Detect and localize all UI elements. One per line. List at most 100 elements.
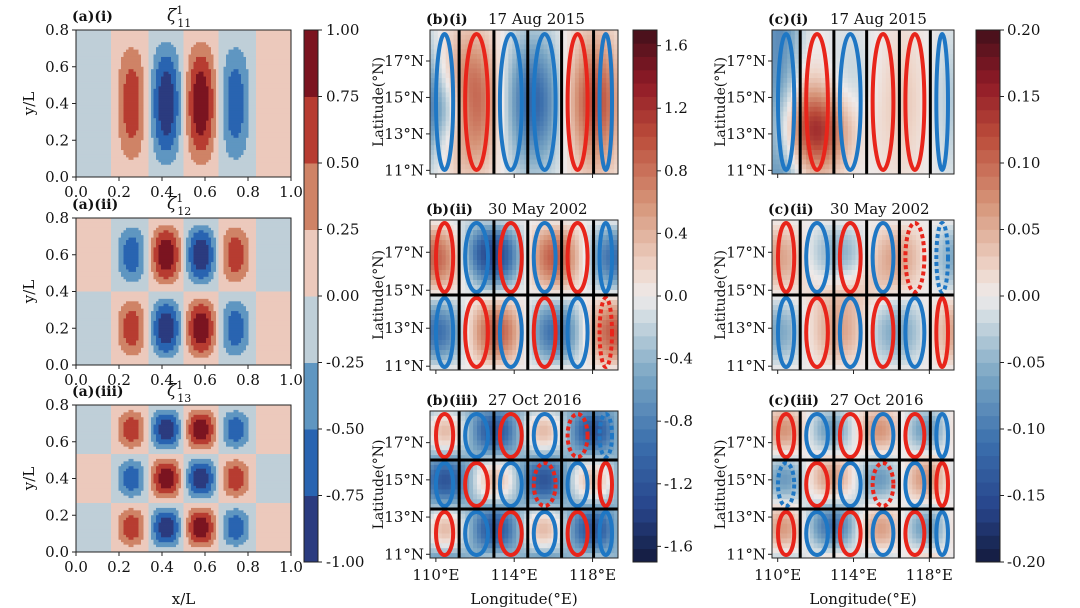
contour-cell (208, 49, 212, 53)
contour-cell (163, 135, 167, 139)
contour-cell (153, 79, 157, 82)
contour-cell (226, 172, 229, 175)
contour-cell (256, 135, 259, 139)
contour-cell (106, 54, 109, 58)
contour-cell (176, 49, 179, 53)
contour-cell (116, 83, 119, 87)
contour-cell (188, 39, 192, 43)
contour-cell (208, 159, 212, 163)
contour-cell (143, 162, 147, 166)
contour-cell (216, 98, 219, 102)
contour-cell (101, 81, 104, 85)
contour-cell (131, 83, 134, 87)
contour-cell (93, 96, 97, 99)
contour-cell (153, 142, 157, 146)
contour-cell (193, 88, 197, 92)
contour-cell (268, 44, 272, 48)
contour-cell (241, 154, 244, 158)
contour-cell (86, 137, 89, 141)
contour-cell (156, 110, 159, 114)
contour-cell (81, 93, 84, 97)
contour-cell (103, 162, 107, 166)
contour-cell (131, 105, 134, 109)
contour-cell (76, 118, 79, 122)
contour-cell (193, 137, 197, 141)
contour-cell (183, 154, 187, 158)
contour-cell (131, 115, 134, 119)
contour-cell (153, 123, 157, 126)
contour-cell (83, 162, 87, 166)
contour-cell (126, 120, 129, 124)
contour-cell (216, 44, 219, 48)
contour-cell (261, 66, 264, 70)
contour-cell (101, 140, 104, 144)
contour-cell (188, 135, 192, 139)
contour-cell (198, 81, 202, 85)
contour-cell (273, 71, 277, 75)
contour-cell (193, 66, 197, 70)
contour-cell (201, 157, 204, 161)
contour-cell (133, 101, 137, 104)
contour-cell (216, 83, 219, 87)
contour-cell (81, 66, 84, 70)
contour-cell (223, 174, 227, 178)
contour-cell (251, 30, 254, 33)
contour-cell (268, 154, 272, 158)
contour-cell (198, 167, 202, 171)
contour-cell (258, 172, 262, 175)
contour-cell (106, 79, 109, 82)
contour-cell (98, 132, 102, 136)
contour-cell (248, 79, 252, 82)
contour-cell (113, 145, 117, 148)
contour-cell (163, 34, 167, 38)
contour-cell (276, 64, 279, 68)
contour-cell (178, 81, 182, 85)
contour-cell (231, 49, 234, 53)
contour-cell (166, 142, 169, 146)
contour-cell (223, 164, 227, 168)
contour-cell (101, 123, 104, 126)
contour-cell (111, 71, 114, 75)
contour-cell (203, 56, 207, 60)
contour-cell (91, 120, 94, 124)
contour-cell (146, 91, 149, 95)
contour-cell (153, 91, 157, 95)
contour-cell (108, 44, 112, 48)
contour-cell (123, 108, 127, 112)
contour-cell (128, 142, 132, 146)
contour-cell (176, 91, 179, 95)
contour-cell (133, 96, 137, 99)
contour-cell (143, 159, 147, 163)
contour-cell (256, 150, 259, 153)
contour-cell (228, 49, 232, 53)
contour-cell (263, 64, 267, 68)
contour-cell (183, 64, 187, 68)
contour-cell (236, 157, 239, 161)
contour-cell (193, 37, 197, 41)
contour-cell (211, 39, 214, 43)
contour-cell (246, 83, 249, 87)
contour-cell (261, 150, 264, 153)
contour-cell (178, 101, 182, 104)
contour-cell (151, 76, 154, 80)
contour-cell (186, 101, 189, 104)
contour-cell (241, 56, 244, 60)
contour-cell (108, 88, 112, 92)
contour-cell (223, 49, 227, 53)
contour-cell (263, 59, 267, 63)
contour-cell (268, 172, 272, 175)
contour-cell (143, 91, 147, 95)
contour-cell (93, 130, 97, 134)
contour-cell (223, 34, 227, 38)
contour-cell (246, 147, 249, 151)
contour-cell (261, 140, 264, 144)
contour-cell (176, 115, 179, 119)
contour-cell (198, 152, 202, 156)
contour-cell (281, 174, 284, 178)
contour-cell (221, 79, 224, 82)
contour-cell (151, 150, 154, 153)
contour-cell (223, 145, 227, 148)
contour-cell (213, 142, 217, 146)
contour-cell (113, 108, 117, 112)
contour-cell (281, 115, 284, 119)
